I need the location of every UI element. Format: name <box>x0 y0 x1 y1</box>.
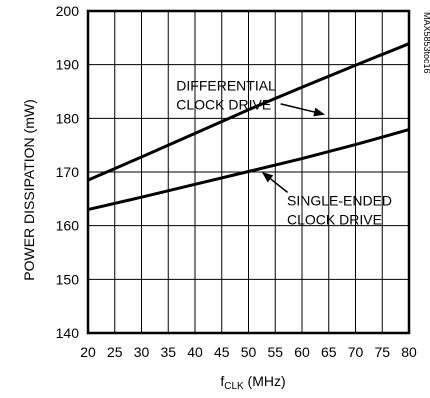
x-tick-label: 35 <box>160 344 176 360</box>
x-tick-label: 55 <box>267 344 283 360</box>
x-tick-label: 60 <box>294 344 310 360</box>
y-tick-label: 170 <box>56 164 80 180</box>
x-tick-labels: 20 25 30 35 40 45 50 55 60 65 70 75 80 <box>80 344 417 360</box>
x-tick-label: 40 <box>187 344 203 360</box>
annotation-arrow-shaft <box>270 178 289 193</box>
plot-frame <box>86 9 411 335</box>
y-tick-label: 140 <box>56 325 80 341</box>
x-tick-label: 30 <box>134 344 150 360</box>
x-axis-title-main: f <box>220 373 224 389</box>
y-tick-label: 200 <box>56 3 80 19</box>
y-axis-title: POWER DISSIPATION (mW) <box>21 99 37 280</box>
x-tick-label: 45 <box>214 344 230 360</box>
annotation-line: SINGLE-ENDED <box>287 192 392 208</box>
annotation-arrow-shaft <box>280 103 315 113</box>
x-axis-title: fCLK (MHz) <box>220 373 285 392</box>
series-lines <box>87 42 410 212</box>
y-tick-label: 190 <box>56 57 80 73</box>
y-tick-label: 160 <box>56 218 80 234</box>
x-tick-label: 65 <box>321 344 337 360</box>
y-tick-label: 180 <box>56 110 80 126</box>
series-line-single-ended <box>87 128 410 212</box>
annotation-line: CLOCK DRIVE <box>287 211 382 227</box>
annotation-label: DIFFERENTIAL CLOCK DRIVE <box>176 77 276 112</box>
x-tick-label: 50 <box>241 344 257 360</box>
y-tick-labels: 140 150 160 170 180 190 200 <box>56 3 80 341</box>
x-tick-label: 80 <box>401 344 417 360</box>
series-line-differential <box>87 42 410 182</box>
y-tick-label: 150 <box>56 271 80 287</box>
annotation-label: SINGLE-ENDED CLOCK DRIVE <box>287 192 392 227</box>
x-tick-label: 20 <box>80 344 96 360</box>
annotations: DIFFERENTIAL CLOCK DRIVE SINGLE-ENDED CLOCK… <box>176 77 392 227</box>
x-axis-title-sub: CLK <box>224 381 244 392</box>
annotation-line: CLOCK DRIVE <box>176 96 271 112</box>
x-tick-label: 75 <box>374 344 390 360</box>
x-tick-label: 25 <box>107 344 123 360</box>
x-axis-title-unit: (MHz) <box>244 373 286 389</box>
annotation-arrow-head <box>261 172 274 183</box>
x-tick-label: 70 <box>348 344 364 360</box>
annotation-arrow-head <box>313 107 326 117</box>
annotation-line: DIFFERENTIAL <box>176 77 276 93</box>
figure-code: MAX5853toc16 <box>422 12 430 74</box>
